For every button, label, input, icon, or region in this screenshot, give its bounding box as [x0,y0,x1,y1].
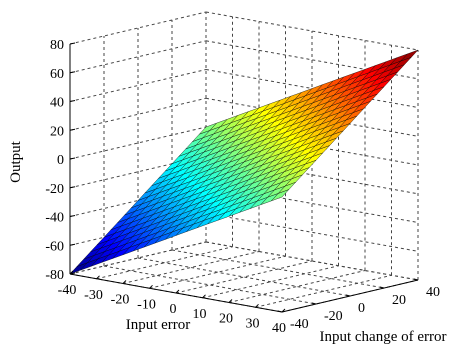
x-axis-label: Input error [126,317,191,333]
floor-gridline-x [149,255,286,289]
floor-gridline-y [137,257,351,297]
y-axis-label: Input change of error [319,329,446,345]
z-tick-label: 40 [50,96,64,111]
y-tick-mark [345,294,351,297]
floor-gridline-x [96,246,233,280]
y-tick-mark [277,310,283,313]
y-tick-label: 0 [358,301,365,316]
x-tick-mark [96,275,100,280]
back-wall-gridline-horizontal [69,97,207,131]
y-tick-mark [413,278,419,281]
x-tick-mark [281,308,286,313]
back-wall-gridline-horizontal [69,11,207,45]
x-tick-mark [202,294,206,299]
x-tick-label: 20 [219,312,233,327]
x-tick-mark [149,284,153,289]
tick-layer: -80 -60 -40 -20 0 20 40 60 80 -40 -30 -20 -10 0 10 20 30… [45,38,440,336]
y-tick-mark [311,302,317,305]
x-tick-mark [69,270,74,275]
x-tick-label: -40 [58,283,77,298]
back-wall-gridline-horizontal [69,126,207,160]
z-tick-label: -20 [45,182,64,197]
x-tick-mark [255,303,259,308]
x-tick-label: 0 [170,302,177,317]
y-tick-label: 40 [426,285,440,300]
z-tick-label: 20 [50,124,64,139]
z-axis-label: Output [8,140,24,183]
y-tick-label: -20 [324,309,343,324]
z-tick-mark [69,100,76,102]
z-tick-mark [69,71,76,74]
floor-gridline-x [228,270,366,303]
z-tick-label: -40 [45,211,64,226]
z-tick-label: 80 [50,38,64,53]
y-tick-mark [379,286,385,289]
back-wall-gridline-horizontal [69,241,207,275]
floor-gridline-x [255,274,392,308]
x-tick-label: -10 [137,297,156,312]
x-tick-mark [122,280,127,284]
z-tick-mark [69,128,76,131]
surface-patch [271,189,289,202]
x-tick-label: 10 [193,307,207,322]
floor-gridline-y [103,265,317,305]
x-tick-mark [228,299,233,303]
x-tick-label: 40 [272,321,286,336]
z-tick-label: 0 [57,153,64,168]
z-tick-mark [69,157,76,160]
floor-gridline-x [122,251,260,284]
x-tick-label: -30 [84,288,103,303]
z-tick-mark [69,42,76,45]
z-tick-mark [69,186,76,189]
floor-gridline-x [175,260,313,294]
z-tick-label: -80 [45,268,64,283]
floor-gridline-x [202,265,339,299]
back-wall-gridline-horizontal [69,40,207,74]
z-tick-label: 60 [50,67,64,82]
z-tick-mark [69,215,76,217]
z-tick-label: -60 [45,239,64,254]
back-wall-gridline-horizontal [69,69,207,102]
y-tick-label: 20 [392,293,406,308]
x-tick-mark [175,289,180,294]
x-tick-label: -20 [111,293,130,308]
x-tick-label: 30 [246,316,260,331]
y-tick-label: -40 [290,317,309,332]
surface-layer [69,49,419,275]
z-tick-mark [69,243,76,246]
